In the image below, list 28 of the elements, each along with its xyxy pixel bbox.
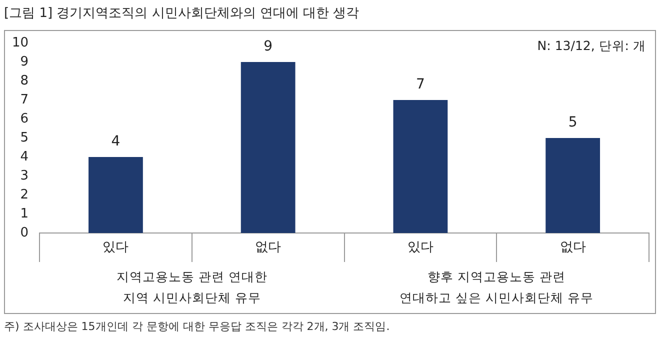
y-tick-label: 8 bbox=[20, 73, 29, 88]
text: 주) 조사대상은 15개인데 각 문항에 대한 무응답 조직은 각각 2개, 3개 조직임. bbox=[4, 319, 390, 334]
x-tick-label: 있다 bbox=[407, 240, 434, 256]
bar bbox=[88, 157, 143, 233]
y-tick-label: 7 bbox=[20, 92, 29, 108]
bar bbox=[240, 62, 296, 233]
y-tick-label: 5 bbox=[20, 130, 29, 146]
text: 향후 지역고용노동 관련 연대하고 싶은 시민사회단체 유무 bbox=[398, 268, 595, 307]
y-tick-label: 9 bbox=[20, 54, 29, 70]
y-tick-label: 10 bbox=[12, 35, 29, 50]
bar bbox=[393, 100, 448, 233]
x-tick-label: 없다 bbox=[255, 240, 282, 256]
chart-title: [그림 1] 경기지역조직의 시민사회단체와의 연대에 대한 생각 bbox=[4, 5, 360, 22]
y-tick-label: 3 bbox=[20, 168, 29, 184]
data-label: 4 bbox=[111, 134, 120, 150]
y-tick-label: 4 bbox=[20, 149, 29, 164]
y-tick-label: 6 bbox=[20, 111, 29, 126]
x-tick-label: 없다 bbox=[560, 240, 586, 256]
y-tick-label: 0 bbox=[20, 225, 29, 240]
data-label: 7 bbox=[416, 76, 425, 93]
y-tick-label: 1 bbox=[20, 206, 29, 222]
data-label: 9 bbox=[264, 38, 273, 55]
x-tick-label: 있다 bbox=[102, 240, 129, 256]
text: 지역고용노동 관련 연대한 지역 시민사회단체 유무 bbox=[115, 268, 268, 307]
bar bbox=[546, 138, 600, 233]
annotation: N: 13/12, 단위: 개 bbox=[537, 38, 646, 55]
data-label: 5 bbox=[568, 114, 578, 131]
y-tick-label: 2 bbox=[20, 187, 29, 202]
